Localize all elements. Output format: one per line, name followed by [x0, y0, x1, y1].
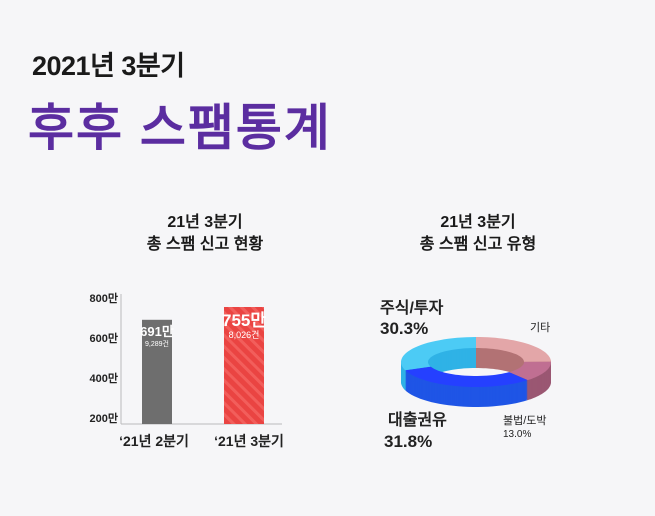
- bar-value-label: 755만: [222, 311, 266, 330]
- donut-slice-0: [476, 337, 551, 362]
- bar: [224, 307, 264, 424]
- bar-chart-title: 21년 3분기 총 스팸 신고 현황: [105, 212, 305, 256]
- bar-count-label: 8,026건: [229, 330, 260, 340]
- donut-slice-percent: 31.8%: [384, 432, 432, 451]
- page-title: 후후 스팸통계: [28, 100, 332, 156]
- bar-chart-title-line2: 총 스팸 신고 현황: [146, 236, 264, 253]
- bar: [142, 319, 172, 424]
- y-tick-label: 800만: [90, 291, 118, 305]
- donut-chart-title: 21년 3분기 총 스팸 신고 유형: [378, 212, 578, 256]
- donut-chart-title-line1: 21년 3분기: [440, 214, 516, 231]
- donut-slice-name: 주식/투자: [380, 299, 444, 317]
- bar-chart-title-line1: 21년 3분기: [167, 214, 243, 231]
- y-tick-label: 400만: [90, 371, 118, 385]
- bar-count-label: 9,289건: [145, 339, 169, 348]
- period-subtitle: 2021년 3분기: [32, 51, 185, 81]
- donut-slice-percent: 30.3%: [380, 319, 428, 338]
- donut-slice-3: [401, 337, 476, 371]
- bar-value-label: 691만: [140, 324, 174, 339]
- donut-slice-percent: 13.0%: [503, 429, 531, 440]
- donut-slice-name: 대출권유: [388, 410, 447, 429]
- donut-slice-1: [509, 361, 551, 381]
- x-category-label: ‘21년 3분기: [214, 433, 284, 449]
- donut-chart-title-line2: 총 스팸 신고 유형: [419, 236, 537, 253]
- donut-slice-name: 불법/도박: [503, 414, 547, 427]
- x-category-label: ‘21년 2분기: [119, 433, 189, 449]
- donut-slice-2: [405, 366, 528, 387]
- donut-slice-name: 기타: [530, 321, 550, 334]
- y-tick-label: 600만: [90, 331, 118, 345]
- y-tick-label: 200만: [90, 411, 118, 425]
